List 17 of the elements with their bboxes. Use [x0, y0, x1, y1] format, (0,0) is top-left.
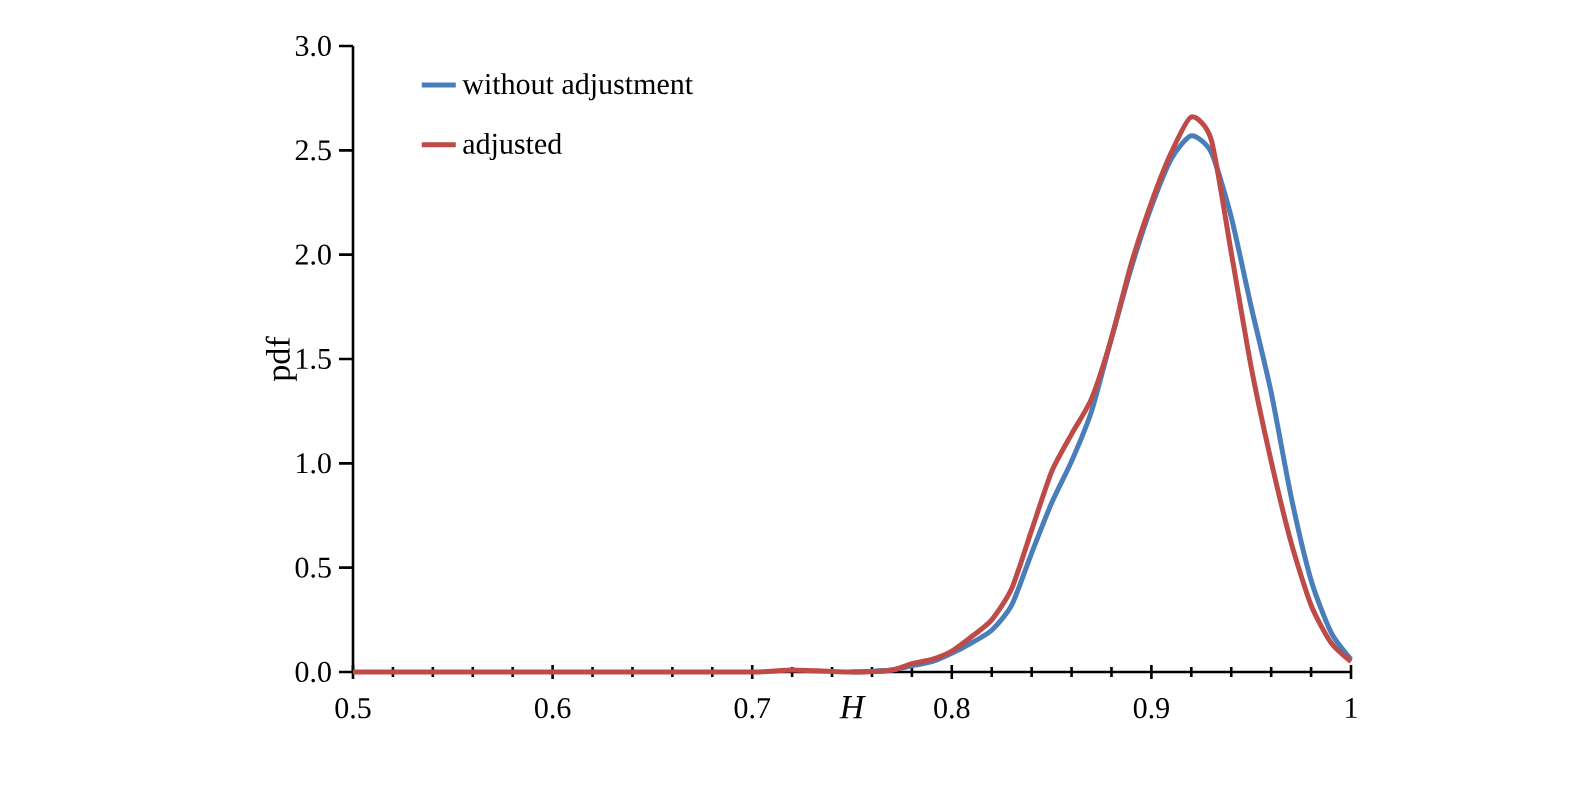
- legend-label: adjusted: [463, 132, 562, 161]
- y-tick-label: 1.5: [297, 348, 331, 370]
- x-tick-label: 0.7: [734, 698, 771, 719]
- x-tick-label: 1: [1346, 698, 1357, 718]
- y-tick-label: 2.0: [295, 244, 331, 265]
- y-tick-label: 1.0: [297, 453, 331, 474]
- y-tick-label: 0.5: [295, 557, 331, 578]
- y-tick-label: 3.0: [295, 35, 331, 57]
- x-tick-label: 0.6: [535, 698, 571, 719]
- y-tick-label: 0.0: [295, 661, 331, 683]
- y-axis-title: pdf: [265, 336, 297, 382]
- x-axis-title: H: [839, 696, 866, 719]
- x-tick-label: 0.5: [335, 698, 371, 719]
- y-tick-label: 2.5: [295, 140, 331, 161]
- x-tick-label: 0.9: [1133, 698, 1169, 719]
- x-tick-label: 0.8: [934, 698, 970, 719]
- legend-label: without adjustment: [462, 73, 693, 101]
